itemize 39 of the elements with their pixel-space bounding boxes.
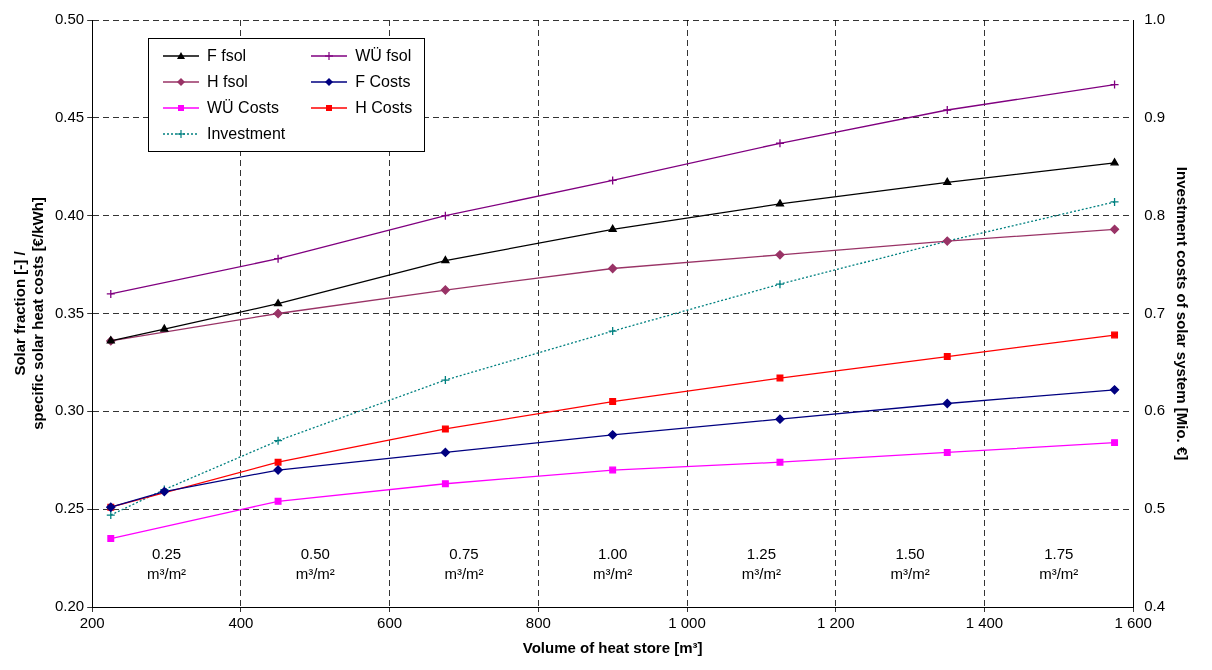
annotation: 1.50 m³/m²	[890, 545, 930, 582]
y-tick-label: 0.30	[54, 401, 85, 419]
y2-tick-label: 0.5	[1144, 499, 1166, 517]
annotation: 1.25 m³/m²	[741, 545, 781, 582]
x-tick-label: 200	[79, 614, 105, 632]
y-tick-label: 0.40	[54, 205, 85, 223]
legend-label: WÜ Costs	[207, 99, 279, 117]
y-tick-label: 0.25	[54, 499, 85, 517]
x-tick-label: 1 400	[965, 614, 1004, 632]
x-axis-title: Volume of heat store [m³]	[522, 639, 703, 657]
legend-label: Investment	[207, 125, 286, 143]
y-tick-label: 0.45	[54, 107, 85, 125]
y-axis-title: Solar fraction [-] / specific solar heat costs [€/kWh]	[11, 197, 47, 430]
y2-tick-label: 1.0	[1144, 10, 1166, 28]
y2-tick-label: 0.4	[1144, 597, 1166, 615]
legend-label: WÜ fsol	[355, 47, 412, 65]
y2-tick-label: 0.6	[1144, 401, 1166, 419]
y-tick-label: 0.35	[54, 303, 85, 321]
y2-tick-label: 0.7	[1144, 303, 1166, 321]
legend-label: F Costs	[355, 73, 411, 91]
annotation: 1.00 m³/m²	[593, 545, 633, 582]
x-tick-label: 1 000	[668, 614, 706, 632]
y-tick-label: 0.50	[54, 10, 85, 28]
annotation: 1.75 m³/m²	[1039, 545, 1079, 582]
y2-tick-label: 0.9	[1144, 107, 1166, 125]
x-tick-label: 600	[377, 614, 403, 632]
annotation: 0.75 m³/m²	[444, 545, 484, 582]
annotation: 0.25 m³/m²	[146, 545, 187, 582]
y2-tick-label: 0.8	[1144, 205, 1166, 223]
legend-label: H fsol	[207, 73, 248, 91]
annotation: 0.50 m³/m²	[295, 545, 335, 582]
legend-label: H Costs	[355, 99, 413, 117]
legend-label: F fsol	[207, 47, 247, 65]
x-tick-label: 1 200	[816, 614, 855, 632]
x-tick-label: 800	[525, 614, 551, 632]
y2-axis-title: Investment costs of solar system [Mio. €]	[1173, 166, 1191, 461]
x-tick-label: 1 600	[1114, 614, 1152, 632]
y-tick-label: 0.20	[54, 597, 85, 615]
x-tick-label: 400	[228, 614, 254, 632]
